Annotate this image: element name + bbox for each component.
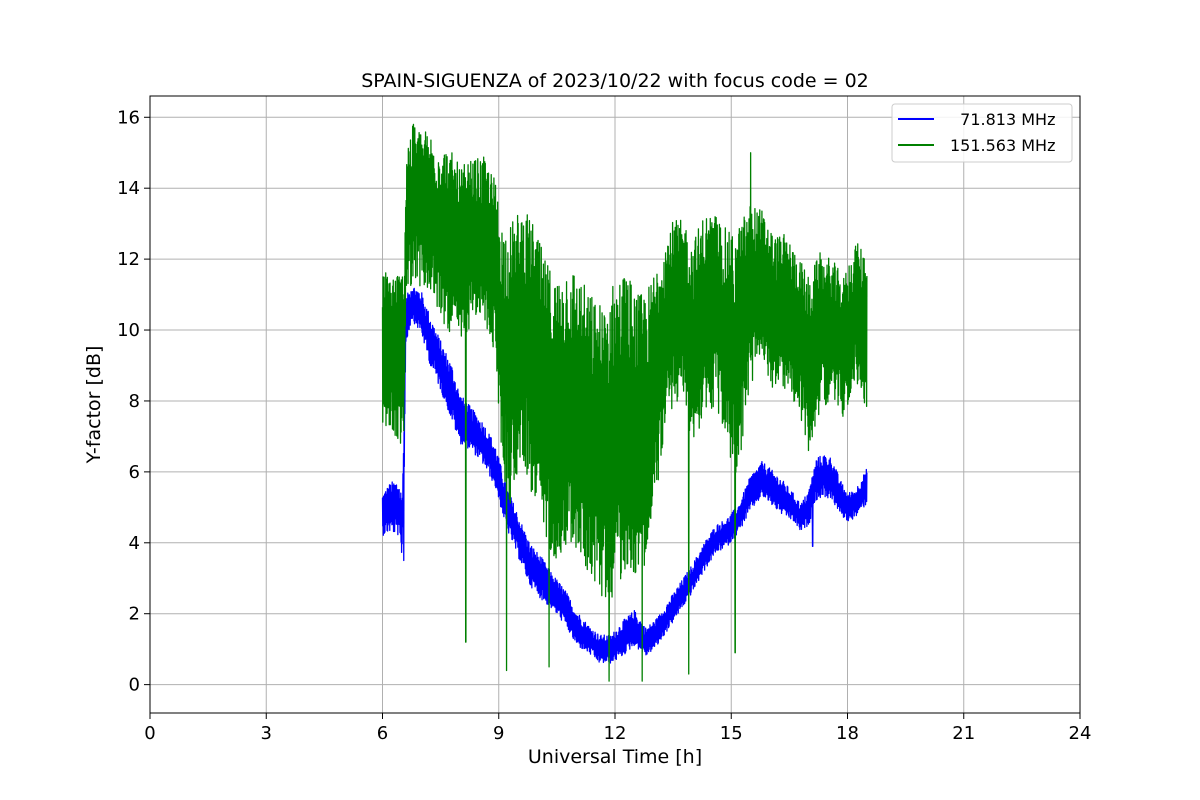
x-tick-label: 3 <box>261 723 272 744</box>
series-layer <box>381 123 868 682</box>
y-tick-label: 10 <box>117 320 140 341</box>
x-tick-label: 24 <box>1069 723 1092 744</box>
y-tick-label: 2 <box>129 604 140 625</box>
y-axis-label: Y-factor [dB] <box>83 346 105 465</box>
legend-label-151mhz: 151.563 MHz <box>950 136 1055 155</box>
x-tick-label: 15 <box>720 723 743 744</box>
x-tick-label: 0 <box>144 723 155 744</box>
x-tick-label: 6 <box>377 723 388 744</box>
y-tick-label: 6 <box>129 462 140 483</box>
y-tick-label: 16 <box>117 107 140 128</box>
y-tick-label: 8 <box>129 391 140 412</box>
x-tick-label: 9 <box>493 723 504 744</box>
legend-label-71mhz: 71.813 MHz <box>950 110 1055 129</box>
y-tick-label: 0 <box>129 675 140 696</box>
chart-title: SPAIN-SIGUENZA of 2023/10/22 with focus … <box>361 70 869 92</box>
y-tick-label: 14 <box>117 178 140 199</box>
y-tick-label: 12 <box>117 249 140 270</box>
legend: 71.813 MHz 151.563 MHz <box>891 103 1073 163</box>
x-tick-label: 12 <box>604 723 627 744</box>
y-tick-label: 4 <box>129 533 140 554</box>
x-tick-label: 21 <box>952 723 975 744</box>
x-axis-label: Universal Time [h] <box>528 746 702 768</box>
series-line-0 <box>381 287 868 664</box>
legend-box <box>891 103 1073 163</box>
x-tick-label: 18 <box>836 723 859 744</box>
series-line-1 <box>381 123 868 682</box>
